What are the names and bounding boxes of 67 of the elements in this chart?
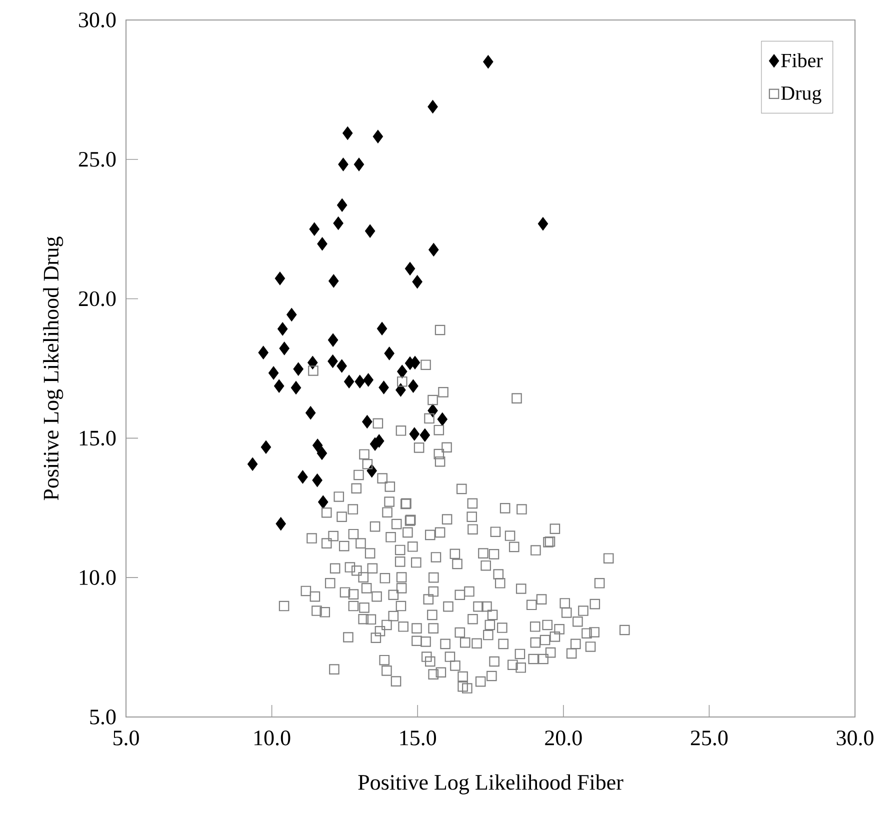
point: [338, 158, 348, 171]
point: [437, 412, 448, 426]
x-tick-label: 20.0: [545, 730, 582, 746]
point: [378, 380, 389, 394]
point: [342, 126, 353, 140]
x-tick-label: 5.0: [114, 730, 139, 746]
y-tick-label: 30.0: [79, 12, 116, 28]
point: [362, 415, 372, 428]
point: [354, 158, 364, 171]
point: [483, 55, 494, 68]
y-tick-label: 10.0: [80, 570, 116, 586]
point: [365, 224, 376, 238]
point: [276, 517, 286, 530]
point: [318, 495, 328, 509]
point: [316, 446, 328, 460]
point: [274, 272, 286, 285]
point: [312, 438, 323, 452]
point: [333, 216, 344, 230]
y-tick-label: 15.0: [80, 430, 116, 446]
point: [354, 375, 365, 388]
point: [376, 322, 388, 336]
point: [328, 274, 339, 288]
y-tick-label: 25.0: [78, 152, 116, 167]
legend-label: Fiber: [781, 53, 823, 68]
point: [278, 322, 288, 336]
point: [404, 262, 416, 276]
point: [363, 373, 374, 386]
point: [408, 380, 418, 393]
point: [372, 130, 383, 144]
point: [409, 427, 420, 441]
point: [260, 440, 272, 454]
point: [396, 383, 406, 397]
point: [384, 346, 394, 360]
point: [248, 458, 258, 471]
point: [293, 362, 304, 376]
point: [328, 354, 338, 368]
point: [317, 237, 328, 250]
point: [337, 198, 348, 212]
point: [274, 380, 284, 393]
y-tick-label: 5.0: [90, 710, 116, 724]
y-axis-title: Positive Log Likelihood Drug: [43, 236, 64, 500]
point: [298, 470, 308, 484]
point: [538, 217, 548, 230]
x-tick-label: 10.0: [254, 730, 290, 746]
point: [306, 406, 316, 420]
point: [290, 381, 302, 394]
point: [312, 474, 322, 487]
x-axis-title: Positive Log Likelihood Fiber: [358, 774, 624, 794]
point: [420, 428, 430, 442]
point: [258, 346, 268, 360]
point: [397, 365, 408, 378]
y-tick-label: 20.0: [78, 291, 116, 306]
point: [309, 222, 320, 236]
point: [428, 100, 438, 114]
point: [279, 342, 290, 355]
point: [344, 375, 354, 388]
point: [374, 434, 384, 448]
point: [268, 366, 279, 380]
point: [428, 243, 439, 256]
x-tick-label: 15.0: [400, 730, 436, 746]
x-tick-label: 25.0: [690, 730, 728, 746]
x-tick-label: 30.0: [836, 730, 874, 746]
point: [412, 275, 422, 288]
legend-label: Drug: [781, 86, 822, 104]
point: [286, 308, 297, 322]
point: [328, 334, 338, 347]
point: [336, 359, 347, 373]
